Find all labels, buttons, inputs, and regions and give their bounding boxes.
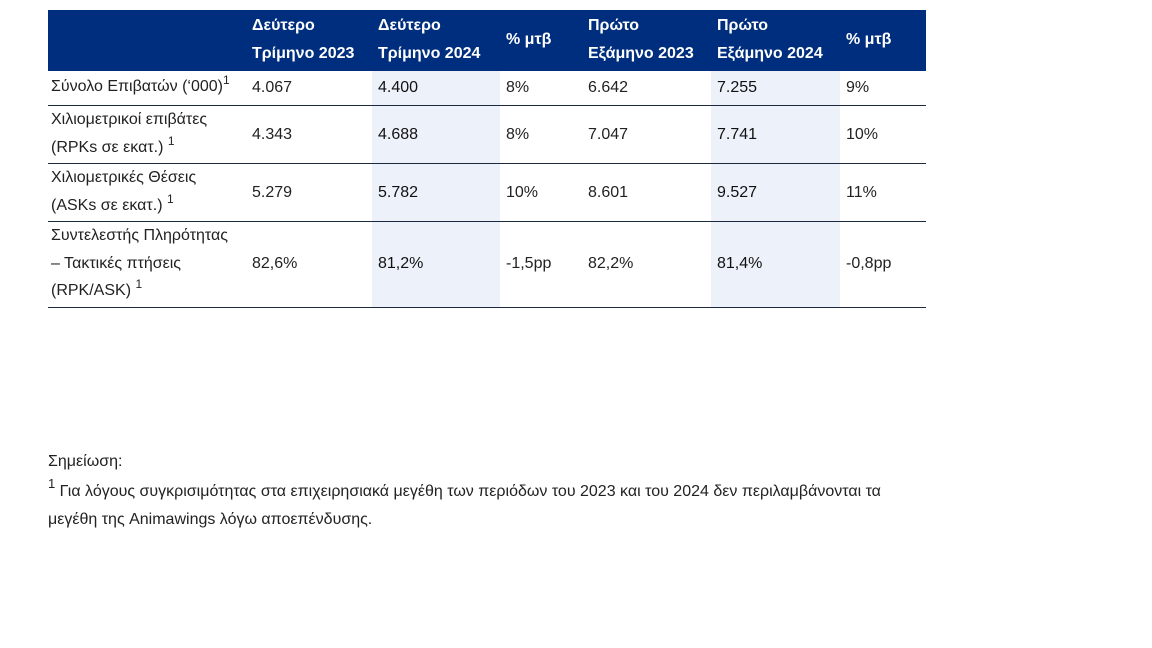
row-label-rpks: Χιλιομετρικοί επιβάτες (RPKs σε εκατ.) 1 bbox=[48, 105, 246, 164]
footnote-title: Σημείωση: bbox=[48, 453, 123, 470]
header-q2-2024: Δεύτερο Τρίμηνο 2024 bbox=[372, 10, 500, 71]
table-row: Χιλιομετρικοί επιβάτες (RPKs σε εκατ.) 1… bbox=[48, 105, 926, 164]
cell-value-highlighted: 4.688 bbox=[372, 105, 500, 164]
cell-value: 10% bbox=[500, 163, 582, 222]
table-row: Συντελεστής Πληρότητας – Τακτικές πτήσει… bbox=[48, 221, 926, 308]
header-half-yoy-change: % μτβ bbox=[840, 10, 926, 71]
cell-value-highlighted: 5.782 bbox=[372, 163, 500, 222]
header-h1-2024: Πρώτο Εξάμηνο 2024 bbox=[711, 10, 840, 71]
footnote-body: 1 Για λόγους συγκρισιμότητας στα επιχειρ… bbox=[48, 476, 928, 534]
cell-value: 4.343 bbox=[246, 105, 372, 164]
row-label-asks: Χιλιομετρικές Θέσεις (ASKs σε εκατ.) 1 bbox=[48, 163, 246, 222]
footnote-marker: 1 bbox=[167, 133, 175, 148]
cell-value: -0,8pp bbox=[840, 221, 926, 308]
cell-value: 82,6% bbox=[246, 221, 372, 308]
cell-value: 82,2% bbox=[582, 221, 711, 308]
cell-value-highlighted: 81,4% bbox=[711, 221, 840, 308]
table-header-row: Δεύτερο Τρίμηνο 2023 Δεύτερο Τρίμηνο 202… bbox=[48, 10, 926, 71]
row-label-text: Σύνολο Επιβατών (‘000) bbox=[51, 78, 223, 96]
table-row: Σύνολο Επιβατών (‘000)1 4.067 4.400 8% 6… bbox=[48, 71, 926, 106]
traffic-statistics-table: Δεύτερο Τρίμηνο 2023 Δεύτερο Τρίμηνο 202… bbox=[48, 10, 926, 308]
header-q2-2023: Δεύτερο Τρίμηνο 2023 bbox=[246, 10, 372, 71]
cell-value-highlighted: 4.400 bbox=[372, 71, 500, 106]
table-row: Χιλιομετρικές Θέσεις (ASKs σε εκατ.) 1 5… bbox=[48, 163, 926, 222]
header-empty-cell bbox=[48, 10, 246, 71]
footnote-marker: 1 bbox=[135, 277, 143, 291]
traffic-statistics-table-container: Δεύτερο Τρίμηνο 2023 Δεύτερο Τρίμηνο 202… bbox=[48, 10, 926, 308]
cell-value: 5.279 bbox=[246, 163, 372, 222]
cell-value-highlighted: 81,2% bbox=[372, 221, 500, 308]
cell-value: 6.642 bbox=[582, 71, 711, 106]
cell-value-highlighted: 9.527 bbox=[711, 163, 840, 222]
cell-value-highlighted: 7.255 bbox=[711, 71, 840, 106]
header-quarter-yoy-change: % μτβ bbox=[500, 10, 582, 71]
cell-value: -1,5pp bbox=[500, 221, 582, 308]
row-label-text: Συντελεστής Πληρότητας – Τακτικές πτήσει… bbox=[51, 227, 228, 299]
cell-value: 8% bbox=[500, 71, 582, 106]
footnote-text: Για λόγους συγκρισιμότητας στα επιχειρησ… bbox=[48, 483, 881, 528]
footnote-section: Σημείωση: 1 Για λόγους συγκρισιμότητας σ… bbox=[48, 448, 928, 534]
footnote-marker: 1 bbox=[223, 73, 230, 88]
header-h1-2023: Πρώτο Εξάμηνο 2023 bbox=[582, 10, 711, 71]
row-label-load-factor: Συντελεστής Πληρότητας – Τακτικές πτήσει… bbox=[48, 221, 246, 308]
cell-value: 4.067 bbox=[246, 71, 372, 106]
cell-value: 10% bbox=[840, 105, 926, 164]
footnote-marker: 1 bbox=[166, 191, 174, 206]
row-label-text: Χιλιομετρικές Θέσεις (ASKs σε εκατ.) bbox=[51, 169, 197, 214]
cell-value: 7.047 bbox=[582, 105, 711, 164]
cell-value: 8% bbox=[500, 105, 582, 164]
row-label-total-passengers: Σύνολο Επιβατών (‘000)1 bbox=[48, 71, 246, 106]
cell-value: 8.601 bbox=[582, 163, 711, 222]
cell-value-highlighted: 7.741 bbox=[711, 105, 840, 164]
footnote-marker: 1 bbox=[48, 476, 56, 491]
cell-value: 9% bbox=[840, 71, 926, 106]
row-label-text: Χιλιομετρικοί επιβάτες (RPKs σε εκατ.) bbox=[51, 111, 208, 156]
cell-value: 11% bbox=[840, 163, 926, 222]
